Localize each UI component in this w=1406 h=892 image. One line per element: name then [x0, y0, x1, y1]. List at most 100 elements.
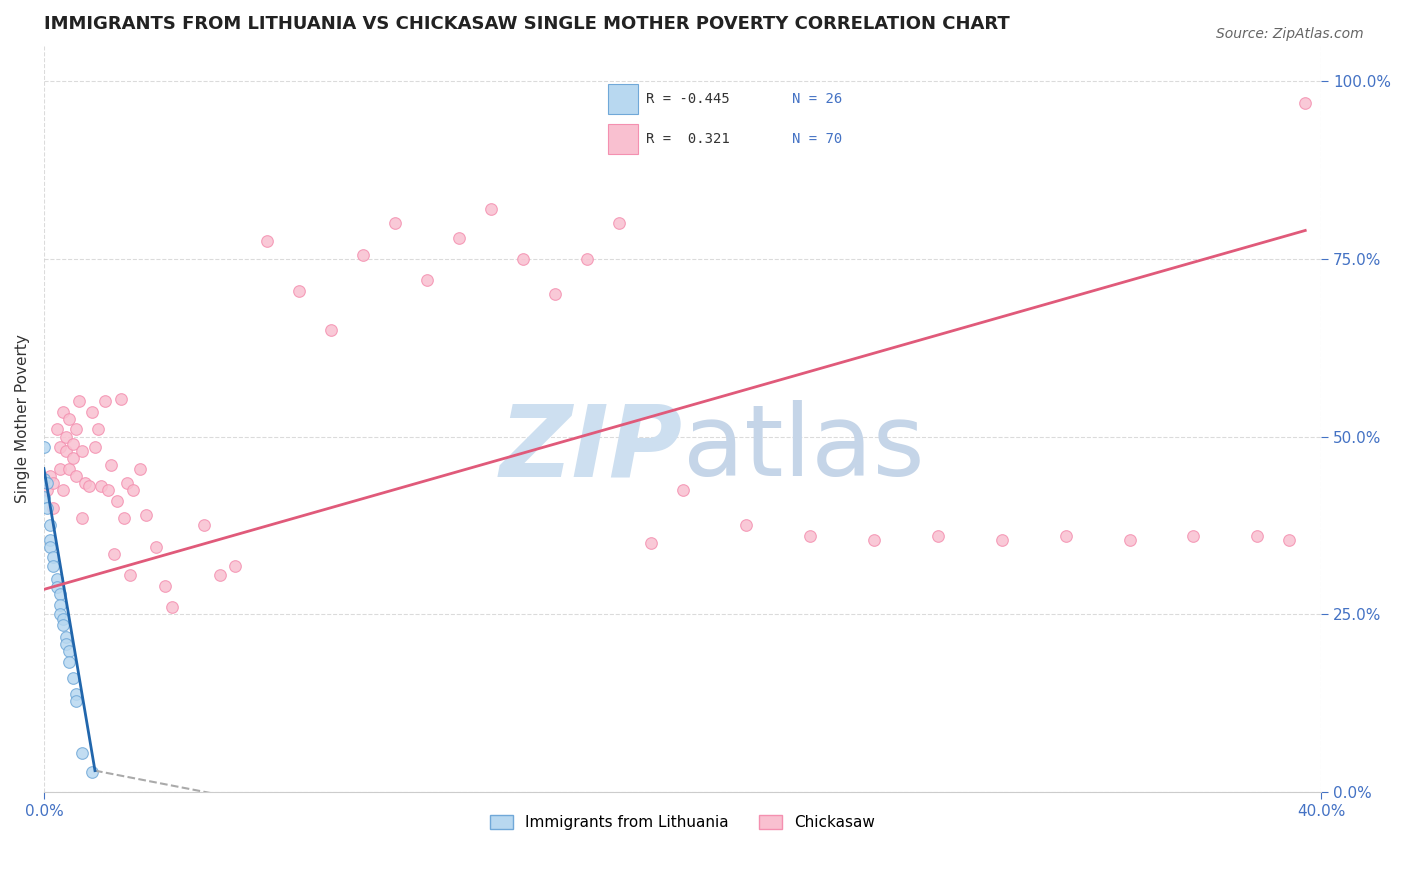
Point — [115, 475, 138, 490]
Point — [45, 422, 67, 436]
Point — [84, 440, 107, 454]
Point — [1294, 95, 1316, 110]
Point — [607, 216, 630, 230]
Point — [110, 392, 132, 406]
Y-axis label: Single Mother Poverty: Single Mother Poverty — [15, 334, 30, 503]
Point — [224, 558, 246, 573]
Point — [55, 637, 77, 651]
Point — [321, 323, 343, 337]
Point — [65, 468, 87, 483]
Point — [58, 461, 80, 475]
Point — [640, 536, 662, 550]
Text: Source: ZipAtlas.com: Source: ZipAtlas.com — [1216, 27, 1364, 41]
Point — [90, 479, 112, 493]
Point — [735, 518, 758, 533]
Point — [45, 572, 67, 586]
Point — [32, 472, 55, 486]
Point — [122, 483, 145, 497]
Point — [1182, 529, 1205, 543]
Point — [32, 490, 55, 504]
Point — [49, 461, 72, 475]
Point — [52, 612, 75, 626]
Point — [863, 533, 886, 547]
Point — [384, 216, 406, 230]
Point — [49, 607, 72, 622]
Point — [39, 468, 62, 483]
Text: atlas: atlas — [682, 401, 924, 497]
Point — [120, 568, 142, 582]
Point — [55, 443, 77, 458]
Point — [35, 483, 58, 497]
Point — [45, 580, 67, 594]
Point — [39, 533, 62, 547]
Point — [70, 511, 93, 525]
Point — [42, 475, 65, 490]
Point — [93, 394, 115, 409]
Point — [58, 655, 80, 669]
Point — [160, 600, 183, 615]
Point — [52, 483, 75, 497]
Point — [991, 533, 1014, 547]
Point — [112, 511, 135, 525]
Point — [80, 765, 103, 780]
Point — [52, 405, 75, 419]
Point — [35, 500, 58, 515]
Point — [75, 475, 97, 490]
Legend: Immigrants from Lithuania, Chickasaw: Immigrants from Lithuania, Chickasaw — [484, 809, 882, 837]
Point — [52, 618, 75, 632]
Point — [447, 230, 470, 244]
Point — [87, 422, 110, 436]
Point — [49, 587, 72, 601]
Point — [155, 579, 177, 593]
Point — [58, 644, 80, 658]
Point — [100, 458, 122, 472]
Point — [49, 598, 72, 612]
Point — [416, 273, 439, 287]
Point — [65, 422, 87, 436]
Point — [1118, 533, 1140, 547]
Point — [97, 483, 120, 497]
Point — [105, 493, 128, 508]
Point — [67, 394, 90, 409]
Point — [575, 252, 598, 266]
Point — [55, 630, 77, 644]
Point — [927, 529, 949, 543]
Point — [62, 436, 84, 450]
Point — [70, 746, 93, 760]
Point — [70, 443, 93, 458]
Point — [39, 518, 62, 533]
Point — [62, 671, 84, 685]
Point — [103, 547, 125, 561]
Point — [128, 461, 150, 475]
Point — [256, 234, 278, 248]
Point — [55, 429, 77, 443]
Point — [42, 558, 65, 573]
Point — [65, 687, 87, 701]
Text: IMMIGRANTS FROM LITHUANIA VS CHICKASAW SINGLE MOTHER POVERTY CORRELATION CHART: IMMIGRANTS FROM LITHUANIA VS CHICKASAW S… — [44, 15, 1010, 33]
Point — [208, 568, 231, 582]
Point — [479, 202, 502, 216]
Point — [135, 508, 157, 522]
Point — [1278, 533, 1301, 547]
Point — [193, 518, 215, 533]
Point — [32, 472, 55, 486]
Point — [77, 479, 100, 493]
Point — [80, 405, 103, 419]
Point — [35, 475, 58, 490]
Point — [352, 248, 374, 262]
Point — [49, 440, 72, 454]
Point — [58, 412, 80, 426]
Point — [544, 287, 567, 301]
Point — [1054, 529, 1077, 543]
Point — [288, 284, 311, 298]
Point — [1246, 529, 1268, 543]
Point — [39, 540, 62, 554]
Point — [32, 440, 55, 454]
Point — [65, 694, 87, 708]
Text: ZIP: ZIP — [499, 401, 682, 497]
Point — [42, 550, 65, 565]
Point — [671, 483, 693, 497]
Point — [62, 450, 84, 465]
Point — [512, 252, 534, 266]
Point — [145, 540, 167, 554]
